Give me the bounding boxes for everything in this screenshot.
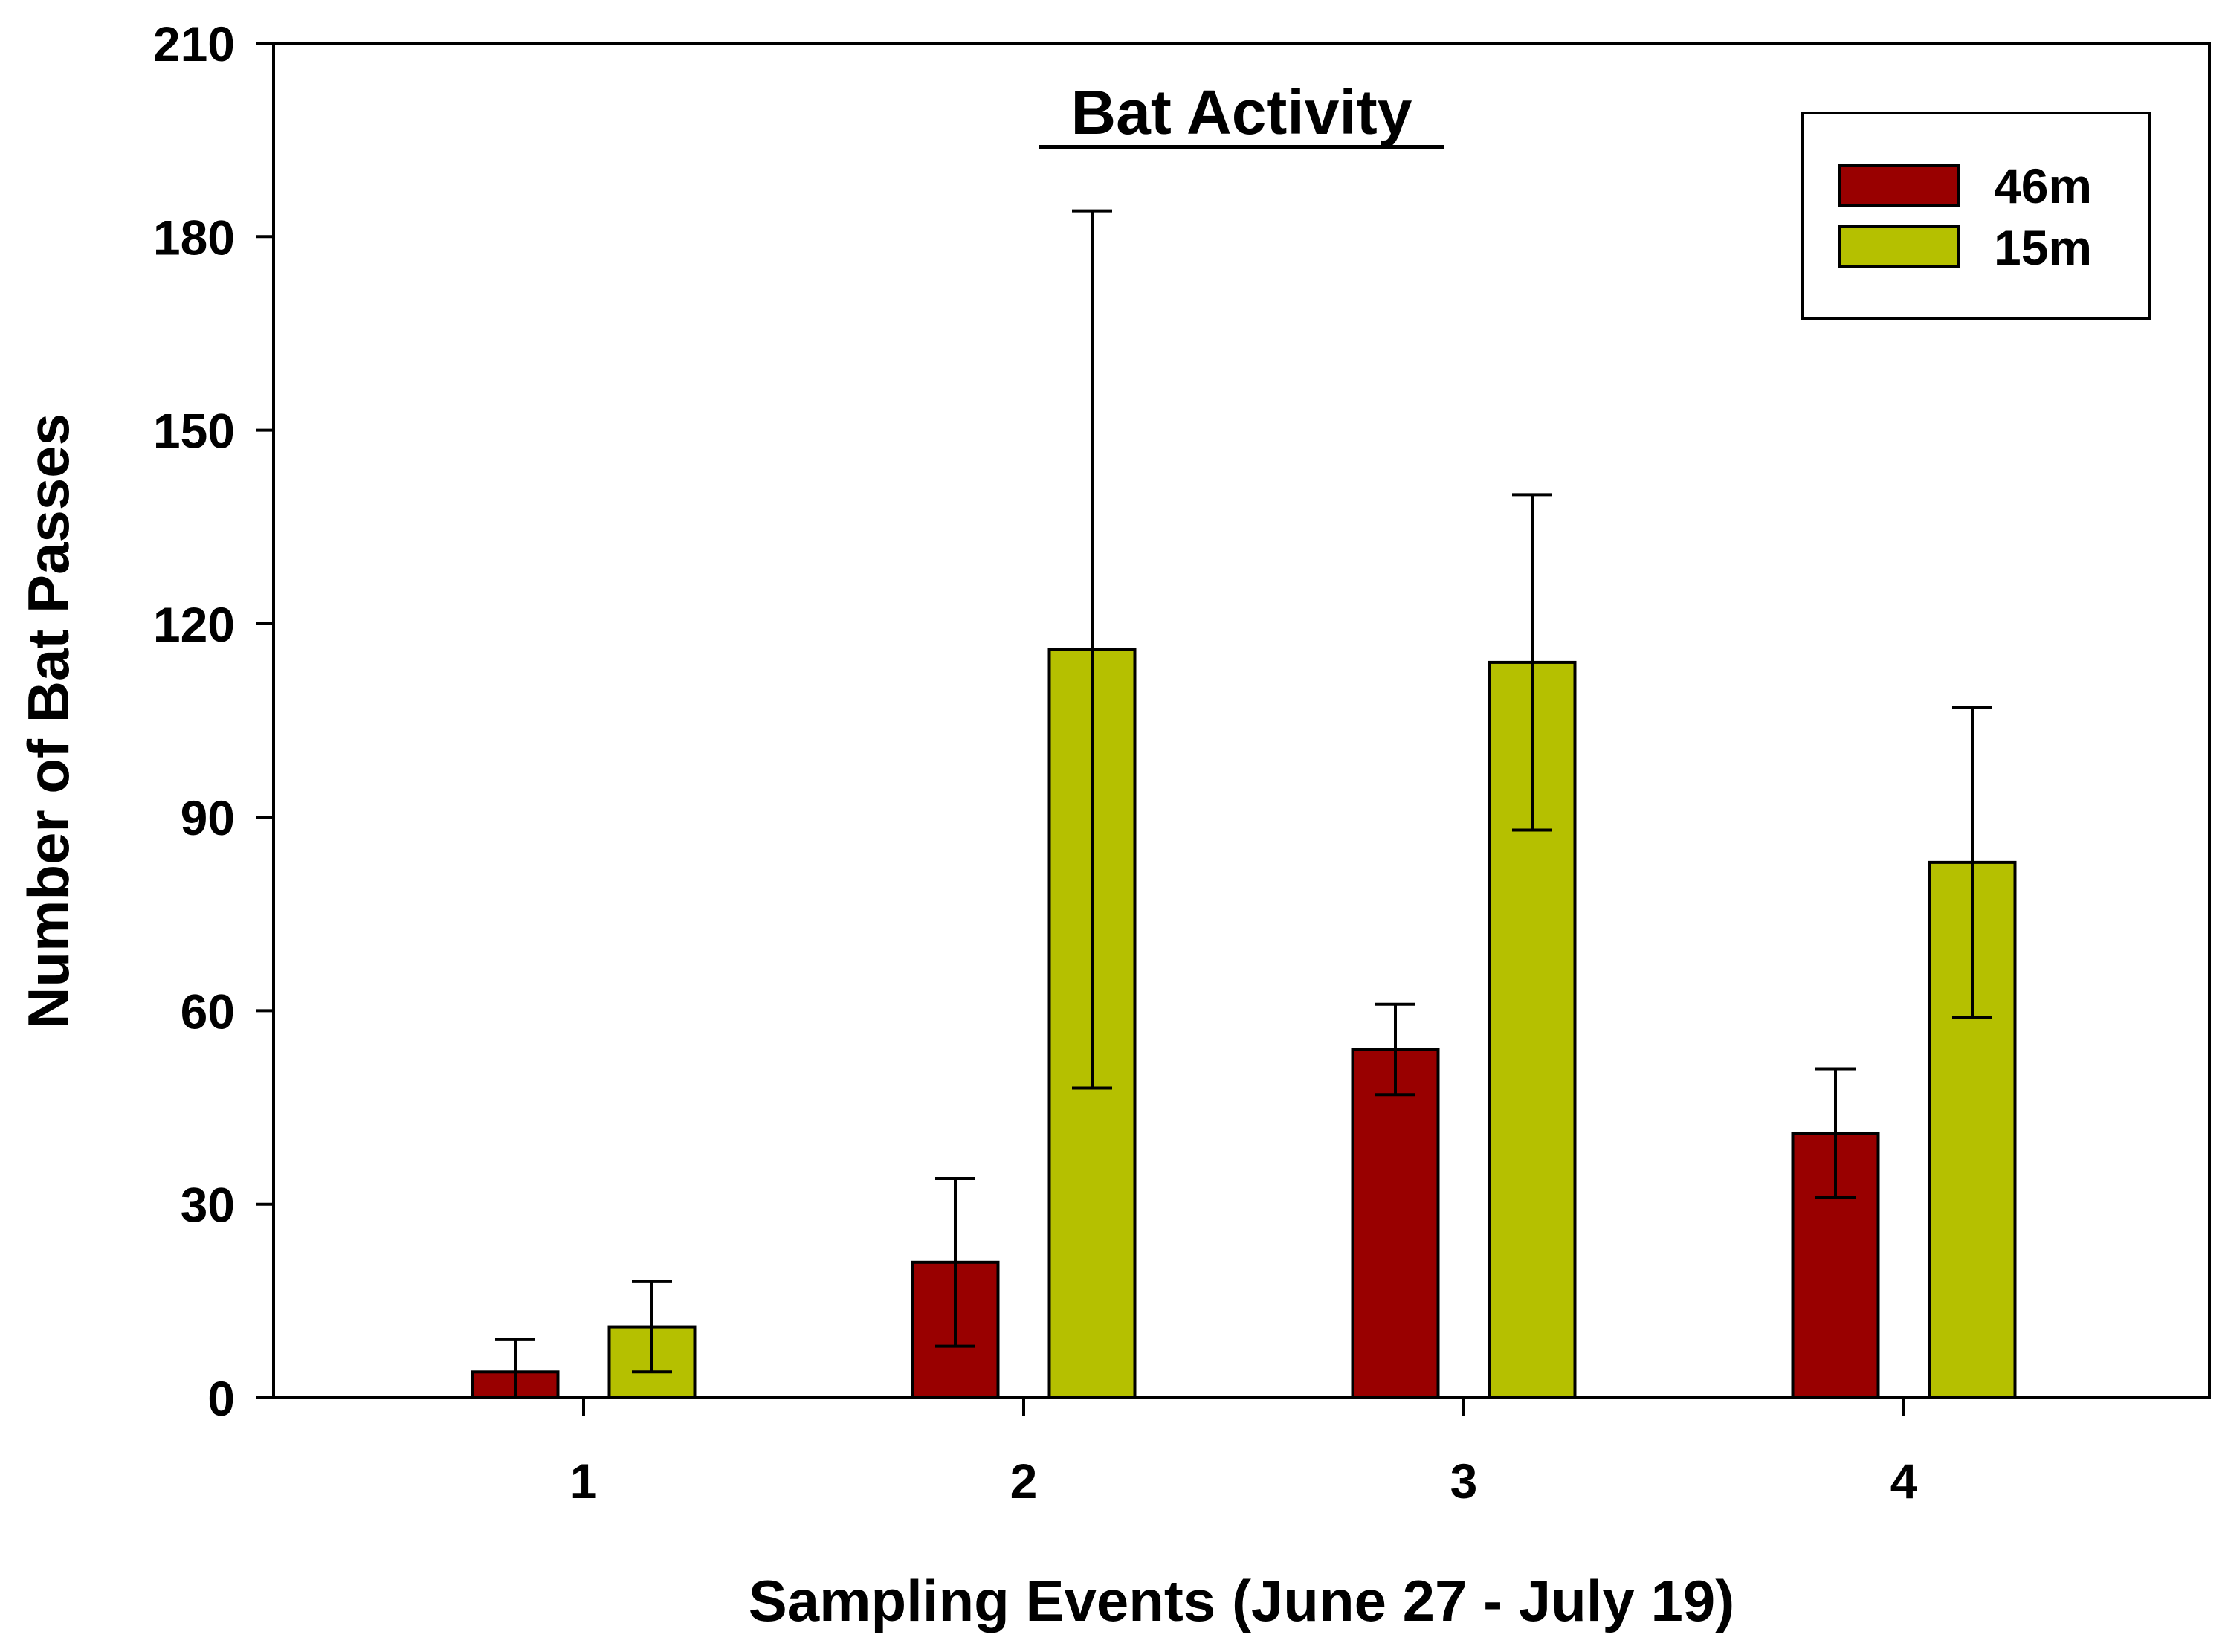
- x-axis: 1 2 3 4: [570, 1398, 1918, 1509]
- legend-swatch-15m: [1838, 225, 1960, 268]
- x-axis-label: Sampling Events (June 27 - July 19): [749, 1568, 1734, 1633]
- y-axis: 0 30 60 90 120 150 180 210: [153, 16, 274, 1426]
- y-tick-label-210: 210: [153, 16, 235, 71]
- legend-label-46m: 46m: [1994, 158, 2092, 213]
- error-bars-group: [495, 209, 1992, 1399]
- bar-series-group: [471, 648, 2017, 1400]
- x-tick-label-2: 2: [1010, 1453, 1038, 1509]
- y-axis-label: Number of Bat Passes: [16, 413, 81, 1029]
- y-tick-label-120: 120: [153, 597, 235, 652]
- y-tick-label-150: 150: [153, 404, 235, 459]
- plot-area-frame: [272, 42, 2211, 1399]
- chart-title: Bat Activity: [1071, 77, 1412, 147]
- bar-46m-event-3: [1351, 1048, 1440, 1399]
- legend-label-15m: 15m: [1994, 220, 2092, 275]
- y-tick-label-30: 30: [181, 1178, 235, 1233]
- y-tick-label-90: 90: [181, 790, 235, 845]
- x-tick-label-1: 1: [570, 1453, 598, 1509]
- y-tick-label-60: 60: [181, 984, 235, 1039]
- legend-swatch-46m: [1838, 164, 1960, 207]
- x-tick-label-3: 3: [1450, 1453, 1478, 1509]
- y-tick-label-180: 180: [153, 210, 235, 265]
- legend-box: [1801, 112, 2151, 320]
- y-tick-label-0: 0: [207, 1371, 235, 1426]
- legend: 46m 15m: [1801, 112, 2151, 320]
- x-tick-label-4: 4: [1890, 1453, 1918, 1509]
